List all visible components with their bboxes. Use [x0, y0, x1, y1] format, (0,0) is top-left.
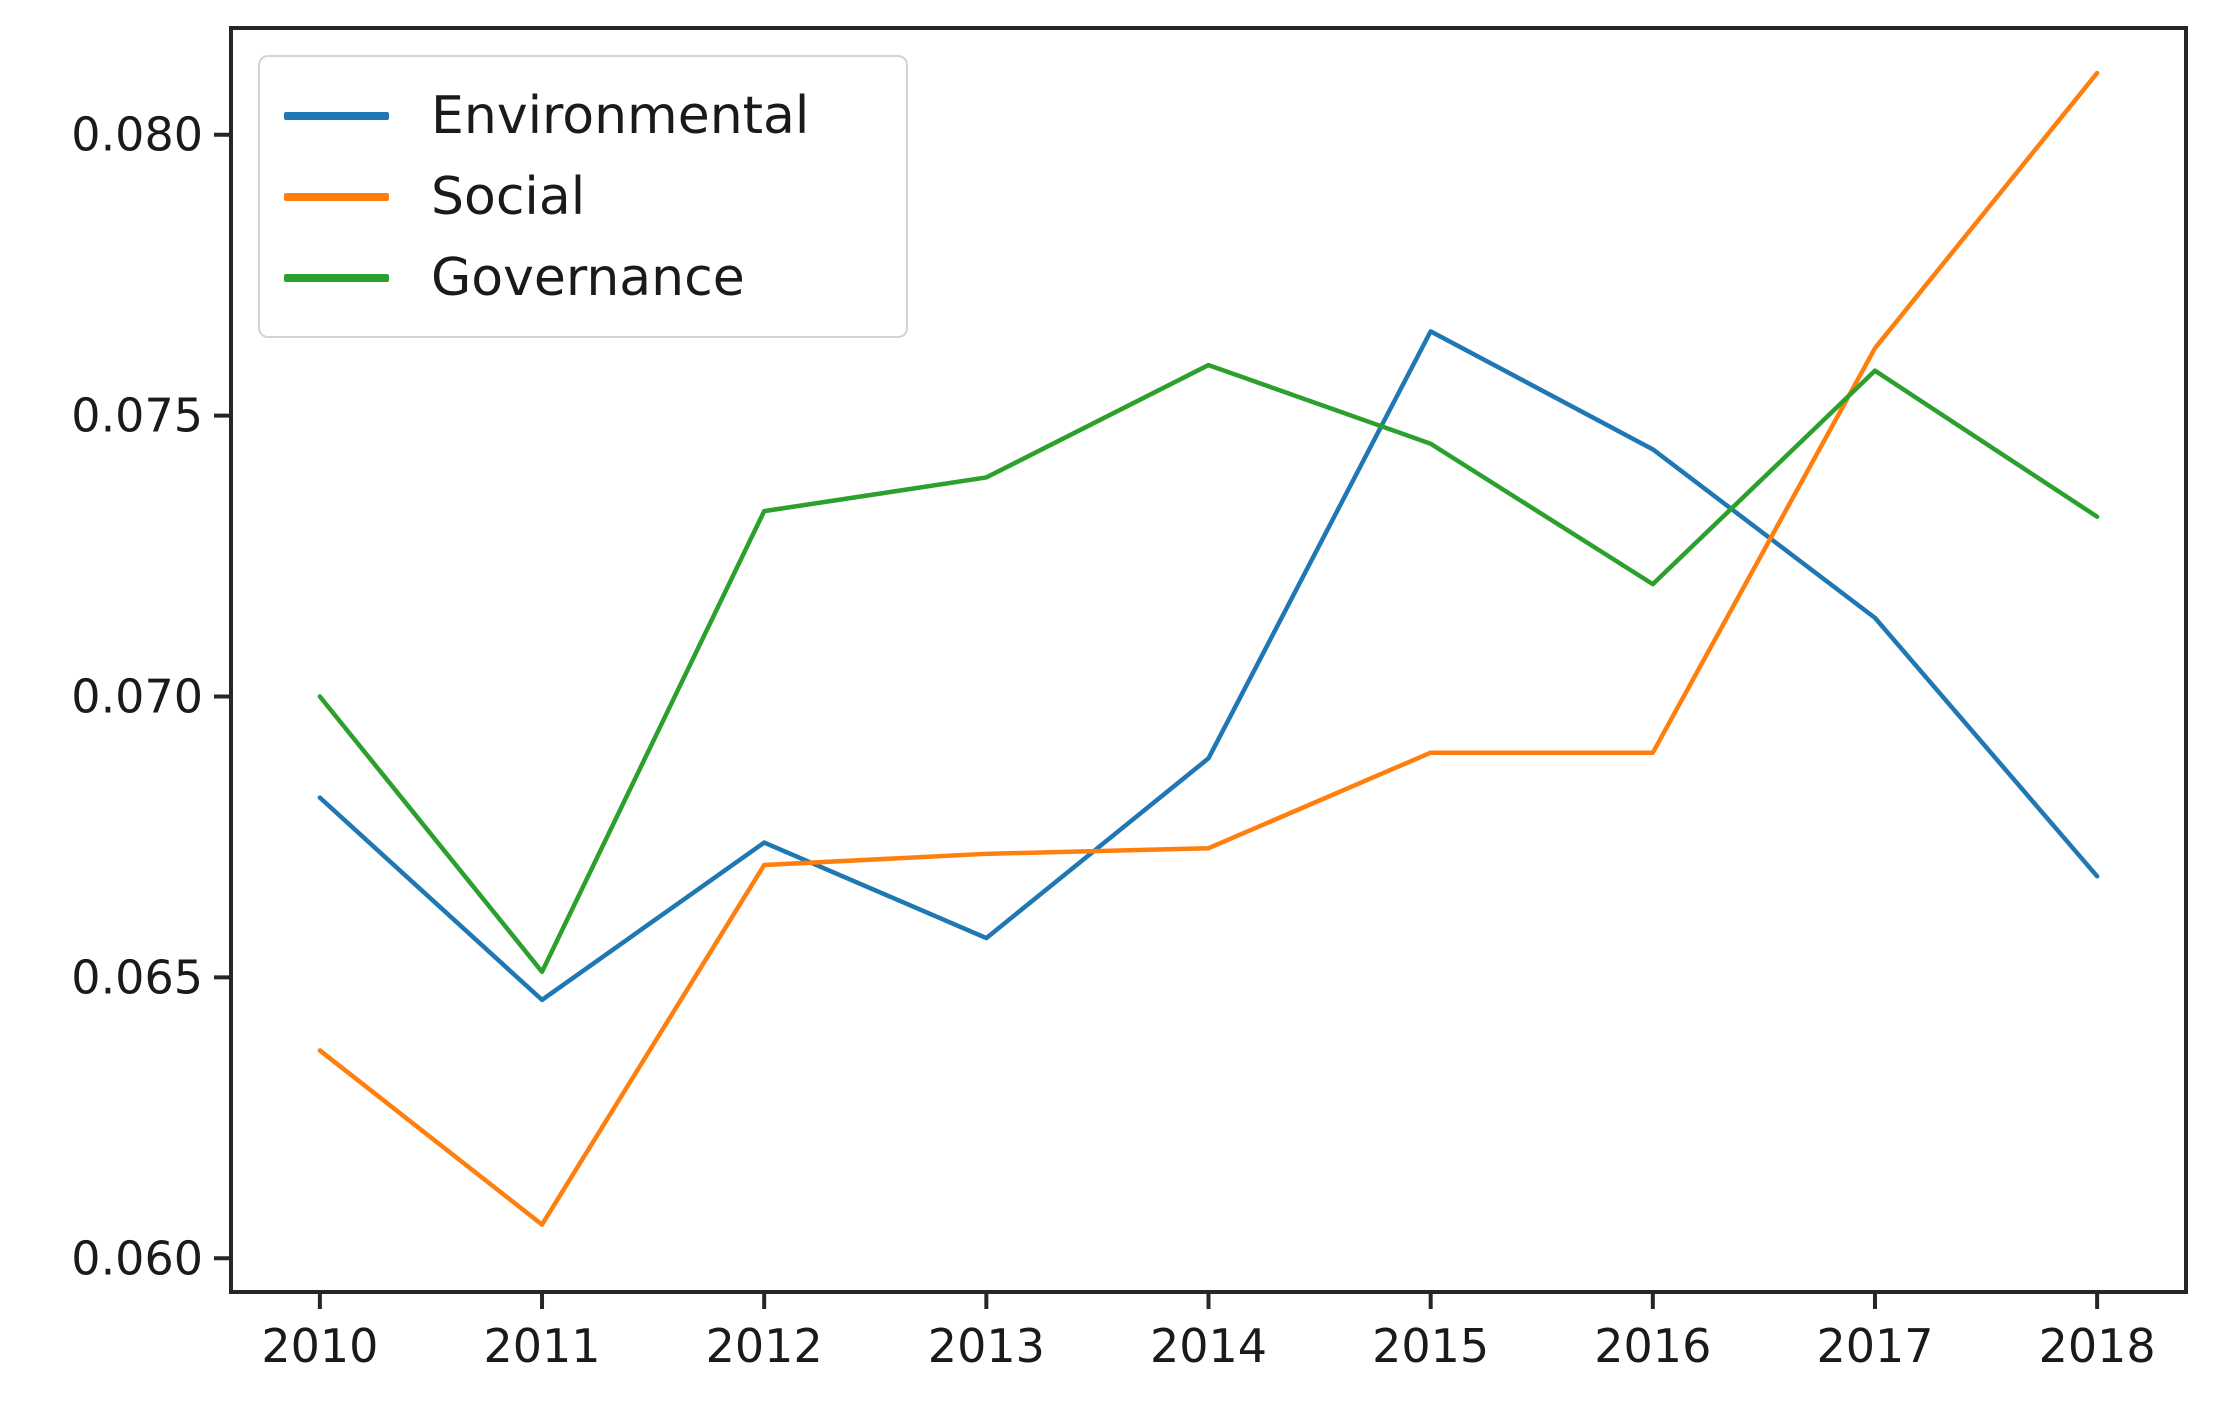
legend-entry-social: Social [284, 156, 882, 237]
line-environmental [317, 329, 2100, 1003]
legend-swatch-environmental [284, 111, 389, 120]
y-tick-label: 0.080 [71, 108, 203, 162]
legend: Environmental Social Governance [258, 55, 908, 338]
legend-swatch-governance [284, 273, 389, 282]
x-tick-label: 2014 [1150, 1319, 1267, 1373]
x-tick-label: 2017 [1816, 1319, 1933, 1373]
y-tick-label: 0.070 [71, 670, 203, 724]
y-tick-label: 0.075 [71, 389, 203, 443]
legend-entry-governance: Governance [284, 237, 882, 318]
line-governance [317, 362, 2100, 975]
legend-label-governance: Governance [431, 247, 745, 308]
line-social [317, 70, 2100, 1227]
legend-entry-environmental: Environmental [284, 75, 882, 156]
y-tick-label: 0.065 [71, 950, 203, 1004]
x-tick-label: 2011 [483, 1319, 600, 1373]
x-tick-label: 2010 [261, 1319, 378, 1373]
x-tick-label: 2018 [2039, 1319, 2156, 1373]
x-tick-label: 2015 [1372, 1319, 1489, 1373]
x-tick-label: 2013 [928, 1319, 1045, 1373]
legend-swatch-social [284, 192, 389, 201]
y-tick-label: 0.060 [71, 1231, 203, 1285]
legend-label-environmental: Environmental [431, 85, 810, 146]
legend-label-social: Social [431, 166, 586, 227]
x-tick-label: 2012 [706, 1319, 823, 1373]
x-tick-label: 2016 [1594, 1319, 1711, 1373]
